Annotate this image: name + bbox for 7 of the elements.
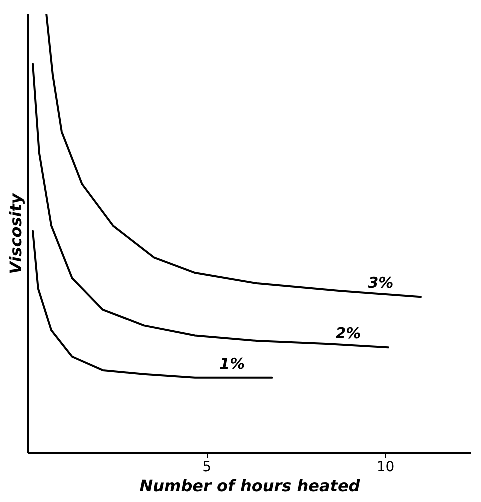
x-tick-label: 5 (202, 460, 212, 476)
series-label: 2% (336, 324, 362, 343)
y-axis-title: Viscosity (6, 193, 26, 274)
x-axis-title: Number of hours heated (140, 476, 361, 496)
x-tick-label: 10 (376, 460, 395, 476)
series-label: 1% (220, 354, 246, 373)
series-label: 3% (368, 274, 394, 292)
